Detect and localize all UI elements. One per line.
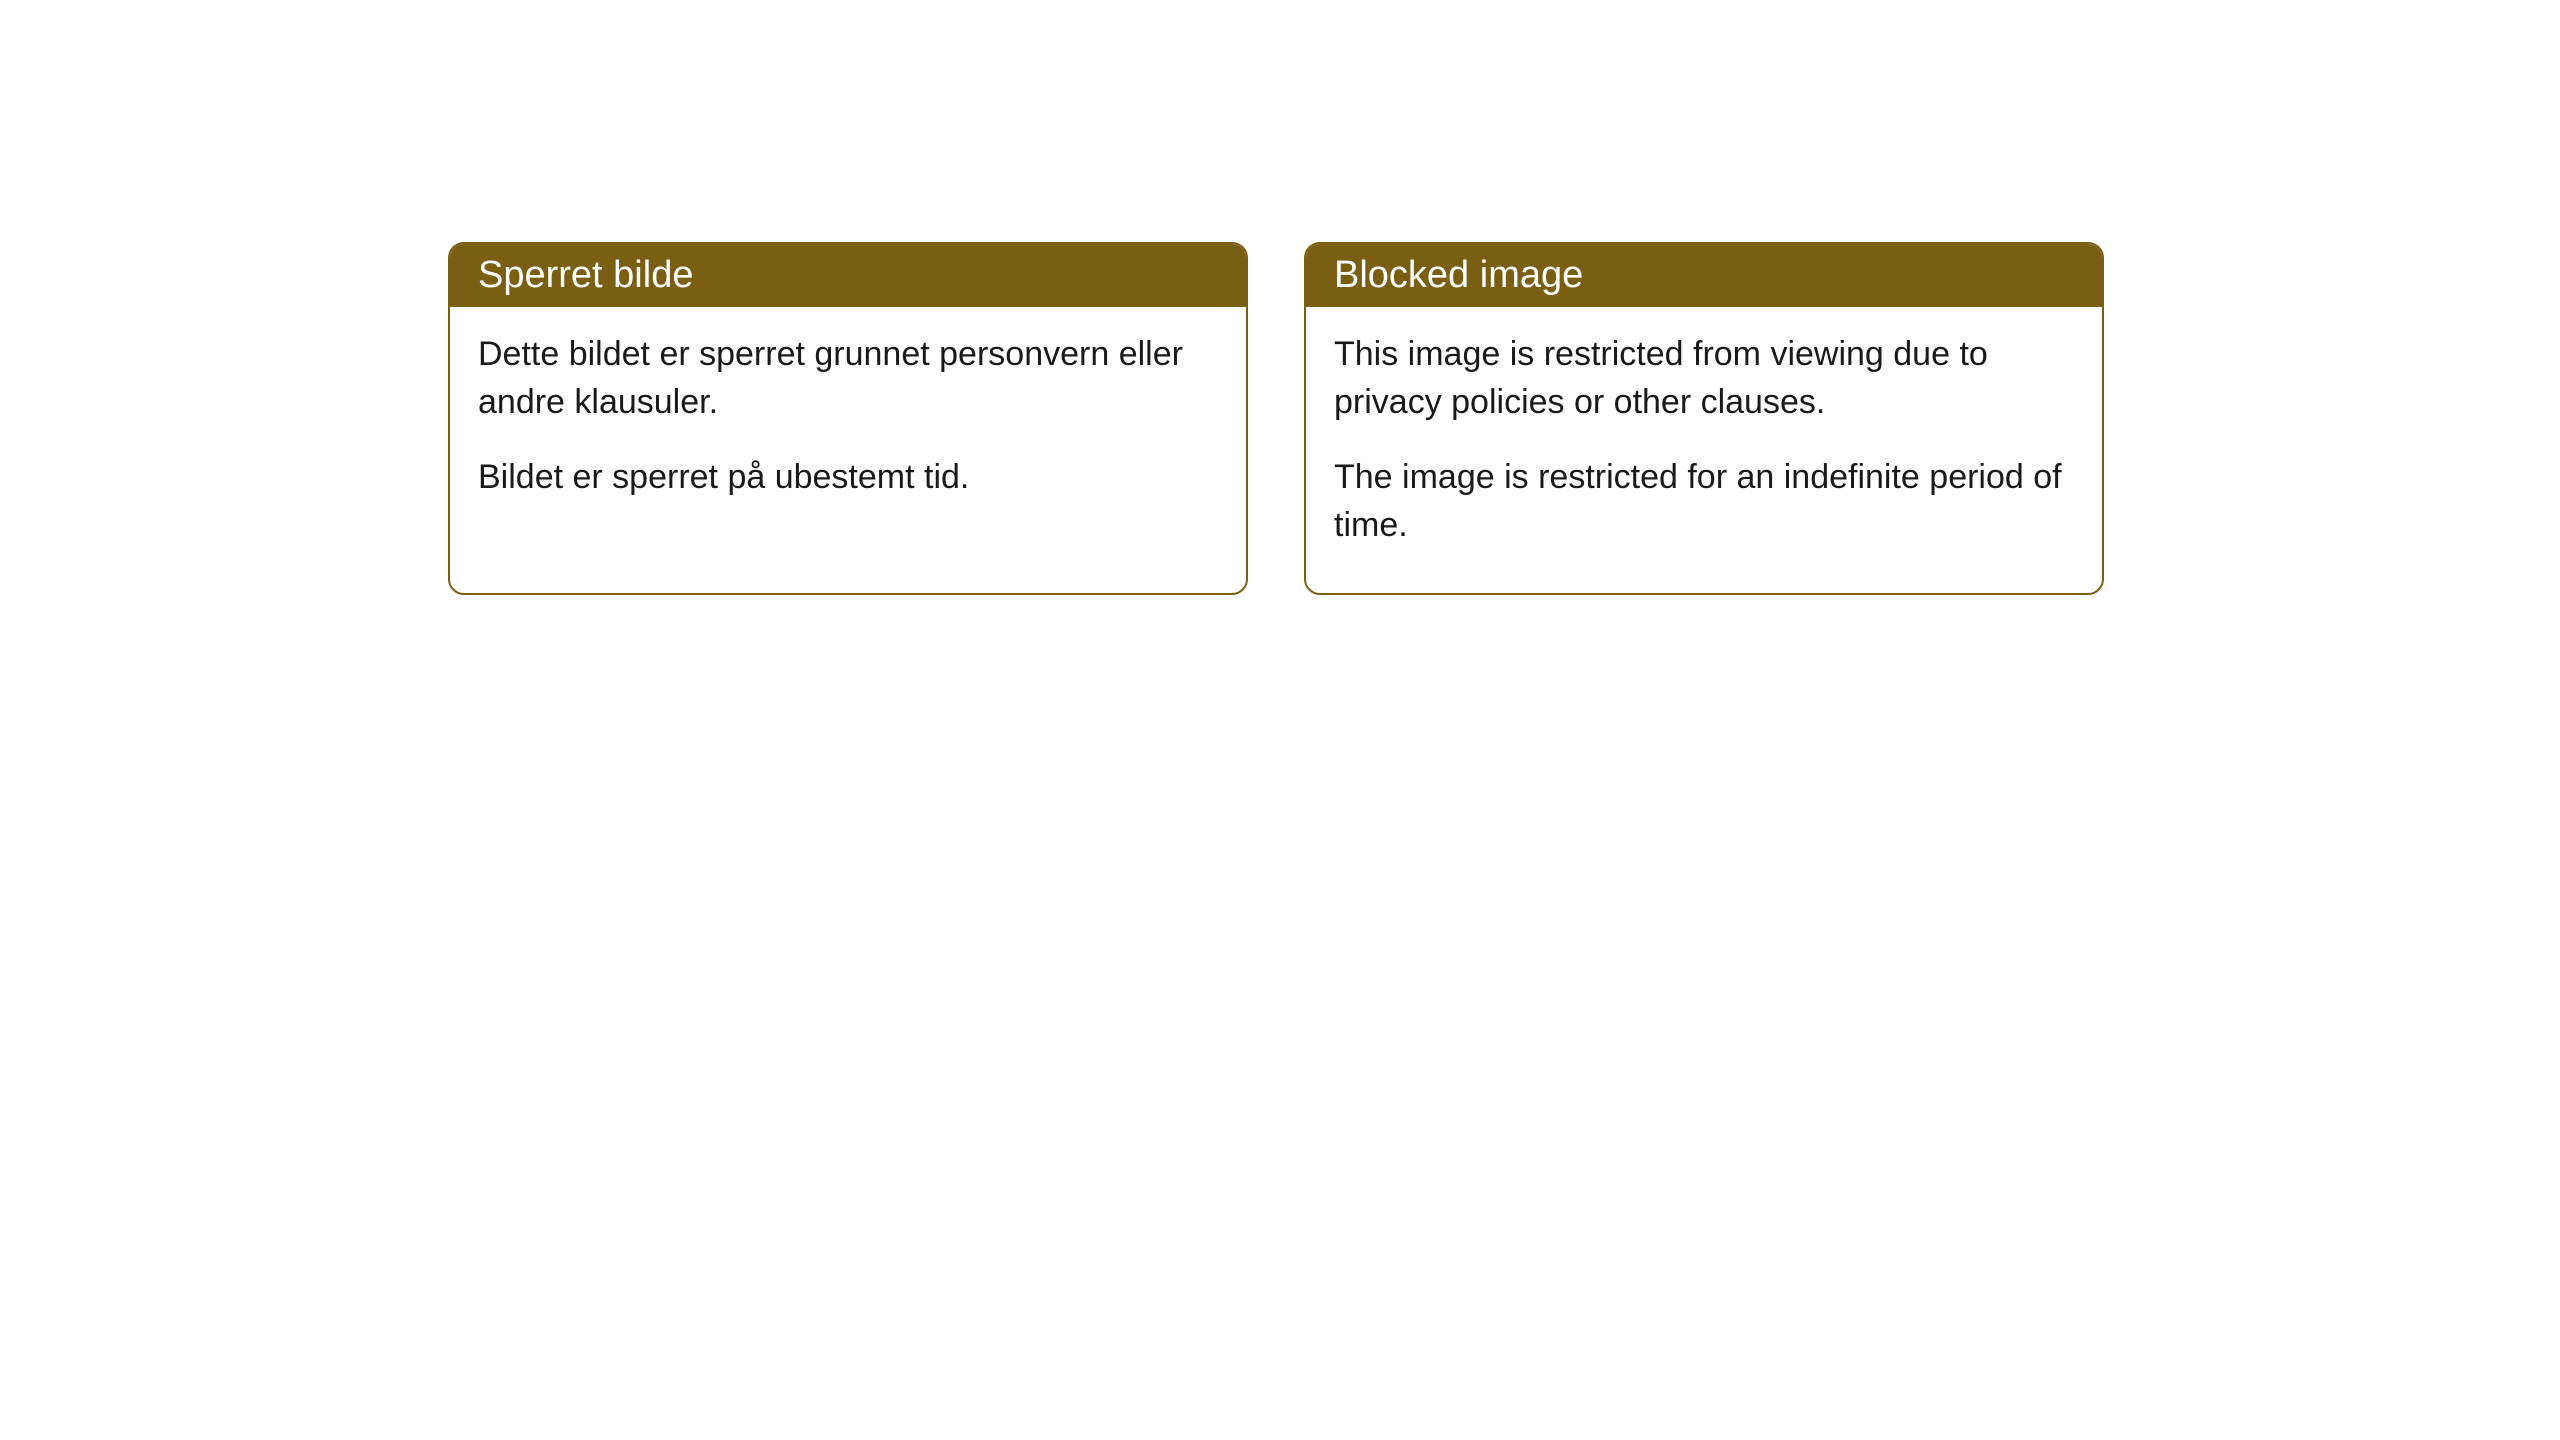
card-paragraph: Bildet er sperret på ubestemt tid.	[478, 454, 1218, 502]
blocked-image-card-norwegian: Sperret bilde Dette bildet er sperret gr…	[448, 242, 1248, 595]
blocked-image-cards: Sperret bilde Dette bildet er sperret gr…	[448, 242, 2104, 595]
card-header-norwegian: Sperret bilde	[450, 244, 1246, 307]
card-title: Blocked image	[1334, 254, 1583, 296]
card-paragraph: The image is restricted for an indefinit…	[1334, 454, 2074, 549]
card-body-english: This image is restricted from viewing du…	[1306, 307, 2102, 593]
card-header-english: Blocked image	[1306, 244, 2102, 307]
card-title: Sperret bilde	[478, 254, 693, 296]
card-paragraph: Dette bildet er sperret grunnet personve…	[478, 331, 1218, 426]
card-body-norwegian: Dette bildet er sperret grunnet personve…	[450, 307, 1246, 546]
card-paragraph: This image is restricted from viewing du…	[1334, 331, 2074, 426]
blocked-image-card-english: Blocked image This image is restricted f…	[1304, 242, 2104, 595]
